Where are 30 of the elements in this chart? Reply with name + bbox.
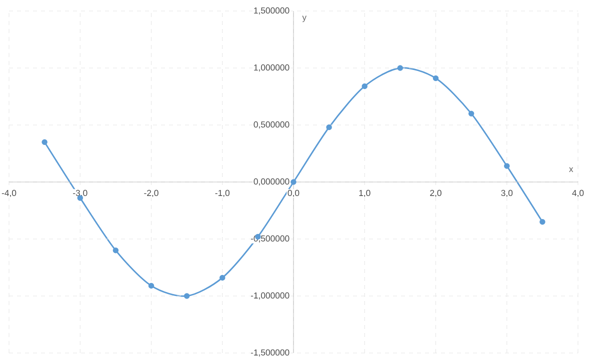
point <box>326 124 332 130</box>
point <box>42 139 48 145</box>
x-tick-label: -3,0 <box>73 190 88 198</box>
point <box>184 293 190 299</box>
x-tick-label: 0,0 <box>288 190 300 198</box>
x-tick-label: 4,0 <box>572 190 584 198</box>
y-tick-label: 0,500000 <box>254 121 290 129</box>
y-tick-label: 1,000000 <box>254 64 290 72</box>
x-tick-label: 3,0 <box>501 190 513 198</box>
point <box>220 274 226 281</box>
x-axis-title: x <box>569 167 574 172</box>
point <box>362 83 368 90</box>
point <box>148 282 154 289</box>
point <box>504 163 510 169</box>
x-tick-label: -4,0 <box>2 190 16 198</box>
y-tick-label: -1,000000 <box>250 292 290 300</box>
point <box>468 110 474 116</box>
x-tick-label: 1,0 <box>359 190 370 198</box>
x-tick-label: -2,0 <box>144 190 158 198</box>
point <box>112 248 119 254</box>
point <box>397 65 404 71</box>
x-tick-label: -1,0 <box>215 190 230 198</box>
x-tick-label: 2,0 <box>430 190 442 198</box>
point <box>290 179 296 185</box>
y-tick-label: 0,000000 <box>254 178 290 186</box>
point <box>432 75 439 82</box>
point <box>540 219 546 225</box>
y-axis-title: y <box>302 16 307 22</box>
y-tick-label: -1,500000 <box>250 349 290 357</box>
y-tick-label: 1,500000 <box>254 7 290 15</box>
